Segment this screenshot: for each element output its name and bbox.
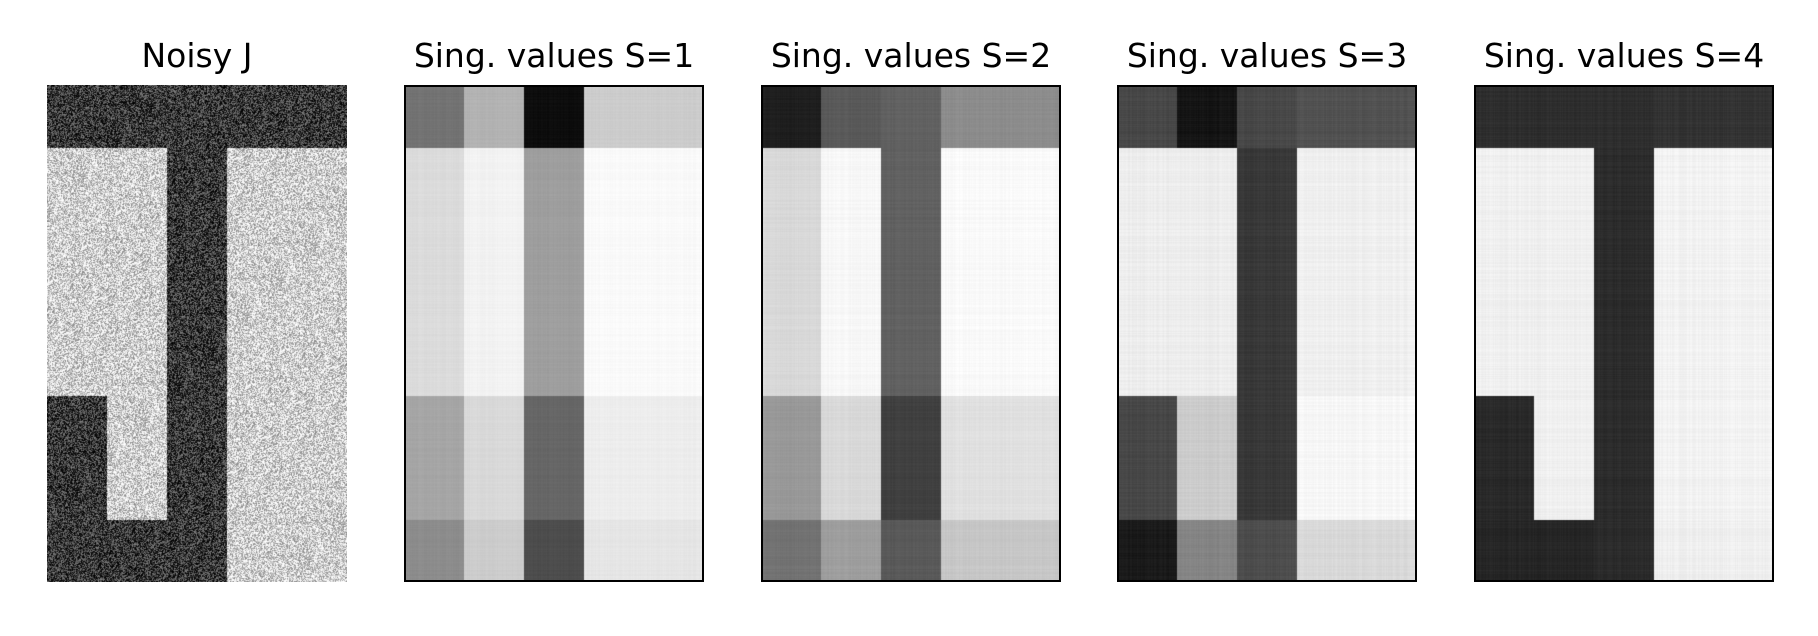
noisy-j-image: [47, 85, 347, 582]
panel-s3: Sing. values S=3: [1117, 0, 1417, 636]
panel-s1: Sing. values S=1: [404, 0, 704, 636]
panel-s4: Sing. values S=4: [1474, 0, 1774, 636]
panel-title: Sing. values S=1: [413, 36, 695, 75]
panel-s2: Sing. values S=2: [761, 0, 1061, 636]
reconstruction-image-s4: [1474, 85, 1774, 582]
panel-title: Noisy J: [141, 36, 253, 75]
reconstruction-image-s2: [761, 85, 1061, 582]
panel-title: Sing. values S=3: [1126, 36, 1408, 75]
panel-noisy-j: Noisy J: [47, 0, 347, 636]
panel-title: Sing. values S=2: [770, 36, 1052, 75]
reconstruction-image-s3: [1117, 85, 1417, 582]
panel-title: Sing. values S=4: [1483, 36, 1765, 75]
reconstruction-image-s1: [404, 85, 704, 582]
